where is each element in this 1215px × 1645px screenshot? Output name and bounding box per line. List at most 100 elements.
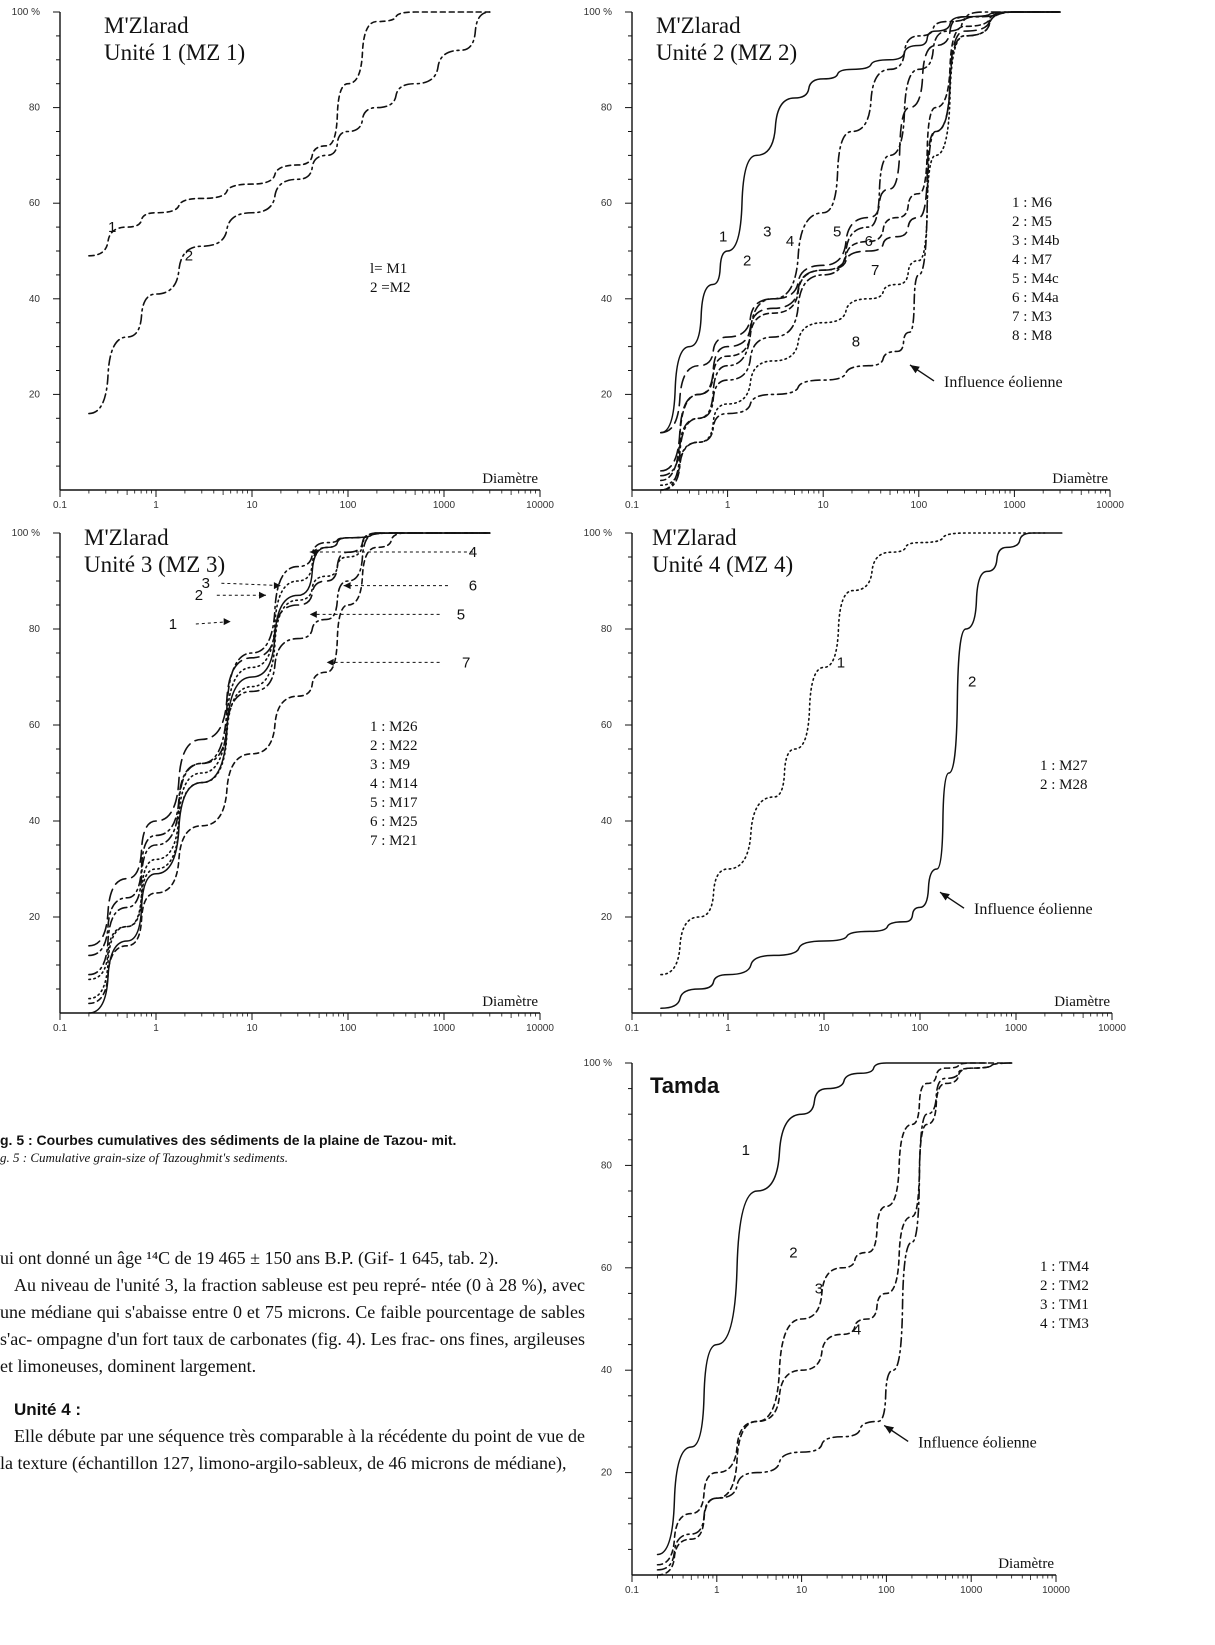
section-heading: Unité 4 :: [14, 1400, 82, 1419]
leader-arrowhead: [273, 582, 281, 590]
legend-entry: 8 : M8: [1012, 328, 1053, 344]
leader-arrowhead: [309, 548, 317, 556]
legend-entry: 3 : M9: [370, 757, 411, 773]
chart-unite-3: 20 40 60 80 100 % 0.1 1 10 100 1000 10000 Diamètre 1…: [0, 0, 600, 1040]
y-tick-label: 80: [601, 103, 613, 114]
series-label-2: 2: [789, 1245, 797, 1262]
series-label-2: 2: [185, 248, 193, 265]
annotation-arrowhead: [884, 1425, 895, 1434]
chart-title: M'Zlarad Unité 4 (MZ 4): [652, 525, 794, 577]
paragraph: Au niveau de l'unité 3, la fraction sabl…: [0, 1275, 585, 1376]
series-line-1: [660, 11, 1061, 434]
legend-entry: 2 =M2: [370, 280, 411, 296]
y-tick-label: 100 %: [584, 7, 612, 18]
leader-arrowhead: [259, 591, 267, 599]
series-label-6: 6: [469, 578, 477, 595]
x-tick-label: 10: [818, 500, 830, 511]
series-line-2: [659, 11, 1061, 477]
chart-title: M'Zlarad Unité 3 (MZ 3): [84, 525, 226, 577]
series-label-1: 1: [169, 616, 177, 633]
y-tick-label: 100 %: [584, 1058, 612, 1069]
x-axis-label: Diamètre: [998, 1556, 1054, 1572]
y-tick-label: 20: [29, 389, 41, 400]
y-tick-label: 60: [29, 198, 41, 209]
legend-entry: 3 : TM1: [1040, 1297, 1089, 1313]
series-label-1: 1: [837, 654, 845, 671]
y-tick-label: 100 %: [12, 528, 40, 539]
chart-canvas: 20 40 60 80 100 % 0.1 1 10 100 1000 10000 Diamètre 1…: [584, 7, 1125, 511]
series-line-1: [656, 1062, 987, 1556]
x-tick-label: 10000: [1042, 1585, 1070, 1596]
series-label-8: 8: [852, 334, 860, 351]
series-label-2: 2: [968, 674, 976, 691]
y-tick-label: 80: [601, 1160, 613, 1171]
annotation-arrowhead: [909, 364, 920, 374]
x-tick-label: 10000: [526, 1023, 554, 1034]
x-axis-label: Diamètre: [1052, 471, 1108, 487]
chart-canvas: 20 40 60 80 100 % 0.1 1 10 100 1000 10000 Diamètre 1…: [12, 528, 555, 1034]
y-tick-label: 40: [29, 294, 41, 305]
chart-unite-4: 20 40 60 80 100 % 0.1 1 10 100 1000 10000 Diamètre 1…: [584, 525, 1127, 1034]
x-tick-label: 1000: [433, 1023, 456, 1034]
y-tick-label: 20: [601, 389, 613, 400]
annotation-text: Influence éolienne: [974, 901, 1093, 918]
x-tick-label: 0.1: [625, 1023, 639, 1034]
x-axis-label: Diamètre: [1054, 994, 1110, 1010]
series-label-3: 3: [202, 575, 210, 592]
x-tick-label: 10000: [1096, 500, 1124, 511]
legend-entry: 1 : M27: [1040, 758, 1088, 774]
series-label-2: 2: [195, 587, 203, 604]
series-label-6: 6: [865, 233, 873, 250]
x-tick-label: 10: [246, 500, 258, 511]
x-tick-label: 100: [878, 1585, 895, 1596]
y-tick-label: 60: [601, 720, 613, 731]
x-tick-label: 100: [912, 1023, 929, 1034]
series-line-3: [656, 1062, 1013, 1566]
chart-title: M'Zlarad Unité 2 (MZ 2): [656, 13, 798, 65]
x-tick-label: 1: [714, 1585, 720, 1596]
series-label-4: 4: [853, 1321, 861, 1338]
x-tick-label: 1000: [433, 500, 456, 511]
legend-entry: 6 : M25: [370, 814, 418, 830]
body-text: ui ont donné un âge ¹⁴C de 19 465 ± 150 …: [0, 1245, 585, 1477]
x-axis-label: Diamètre: [482, 471, 538, 487]
leader-arrowhead: [309, 610, 317, 618]
caption-en: g. 5 : Cumulative grain-size of Tazoughm…: [0, 1150, 288, 1165]
chart-canvas: 20 40 60 80 100 % 0.1 1 10 100 1000 10000 Diamètre 1…: [584, 528, 1127, 1034]
y-tick-label: 20: [29, 912, 41, 923]
y-tick-label: 80: [29, 103, 41, 114]
x-axis-label: Diamètre: [482, 994, 538, 1010]
legend-entry: 2 : M22: [370, 738, 418, 754]
x-tick-label: 100: [340, 500, 357, 511]
legend-entry: 1 : M6: [1012, 195, 1053, 211]
y-tick-label: 80: [601, 624, 613, 635]
x-tick-label: 100: [910, 500, 927, 511]
legend-entry: 4 : M14: [370, 776, 418, 792]
series-line-5: [659, 11, 1061, 482]
x-tick-label: 10: [818, 1023, 830, 1034]
series-line-1: [88, 11, 491, 257]
legend-entry: 2 : M5: [1012, 214, 1053, 230]
x-tick-label: 1: [153, 1023, 159, 1034]
x-tick-label: 10: [246, 1023, 258, 1034]
series-line-2: [656, 1062, 1013, 1576]
series-label-7: 7: [871, 262, 879, 279]
series-label-1: 1: [719, 228, 727, 245]
x-tick-label: 1: [725, 1023, 731, 1034]
legend-entry: 5 : M4c: [1012, 271, 1059, 287]
x-tick-label: 10000: [526, 500, 554, 511]
y-tick-label: 100 %: [12, 7, 40, 18]
figure-caption: g. 5 : Courbes cumulatives des sédiments…: [0, 1132, 560, 1166]
y-tick-label: 60: [29, 720, 41, 731]
chart-title: Tamda: [650, 1073, 720, 1098]
series-line-6: [88, 532, 491, 947]
chart-legend: 1 : TM4 2 : TM2 3 : TM1 4 : TM3: [1040, 1258, 1089, 1334]
leader-arrowhead: [326, 658, 334, 666]
series-label-5: 5: [833, 224, 841, 241]
legend-entry: 7 : M3: [1012, 309, 1053, 325]
series-label-1: 1: [742, 1142, 750, 1159]
y-tick-label: 40: [29, 816, 41, 827]
series-label-3: 3: [815, 1280, 823, 1297]
x-tick-label: 1: [153, 500, 159, 511]
